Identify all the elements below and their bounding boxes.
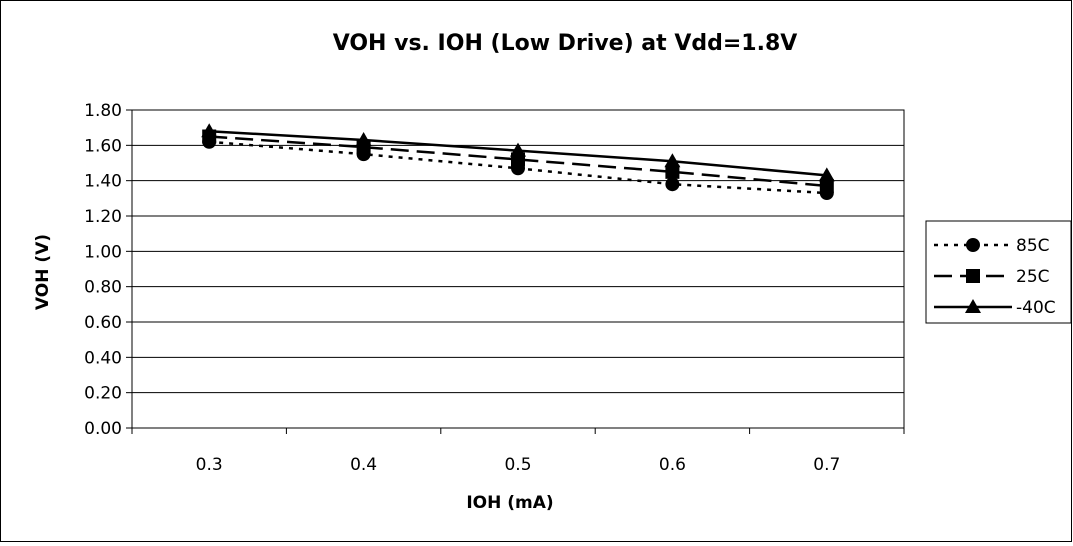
legend-label-85c: 85C bbox=[1016, 236, 1050, 256]
data-point-25c bbox=[819, 178, 834, 193]
plot-area-border bbox=[131, 109, 905, 429]
chart-title: VOH vs. IOH (Low Drive) at Vdd=1.8V bbox=[333, 31, 798, 56]
y-tick-label: 1.80 bbox=[84, 101, 122, 121]
y-tick-label: 1.00 bbox=[84, 242, 122, 262]
y-tick-label: 1.40 bbox=[84, 172, 122, 192]
y-tick-label: 0.20 bbox=[84, 384, 122, 404]
x-tick-label: 0.4 bbox=[350, 455, 377, 475]
y-tick-label: 0.80 bbox=[84, 278, 122, 298]
x-tick-label: 0.5 bbox=[504, 455, 531, 475]
data-point-40c bbox=[818, 167, 835, 182]
series-group bbox=[201, 123, 835, 201]
x-axis: 0.3 0.4 0.5 0.6 0.7 bbox=[131, 428, 905, 475]
data-point-40c bbox=[510, 142, 526, 157]
x-tick-label: 0.3 bbox=[196, 455, 223, 475]
y-tick-label: 0.40 bbox=[84, 348, 122, 368]
y-tick-label: 1.20 bbox=[84, 207, 122, 227]
data-point-85c bbox=[665, 177, 680, 192]
y-tick-label: 0.00 bbox=[84, 419, 122, 439]
y-axis-title: VOH (V) bbox=[33, 234, 53, 310]
legend-marker-25c bbox=[966, 269, 980, 283]
data-point-40c bbox=[664, 153, 681, 168]
x-axis-title: IOH (mA) bbox=[466, 493, 553, 513]
x-tick-label: 0.6 bbox=[659, 455, 686, 475]
legend-marker-40c bbox=[965, 299, 981, 313]
legend-marker-85c bbox=[966, 238, 980, 252]
data-point-25c bbox=[665, 164, 680, 179]
y-tick-label: 1.60 bbox=[84, 136, 122, 156]
y-tick-label: 0.60 bbox=[84, 313, 122, 333]
series-line-85c bbox=[209, 140, 827, 195]
x-tick-label: 0.7 bbox=[813, 455, 840, 475]
legend: 85C 25C -40C bbox=[934, 236, 1056, 318]
legend-label-25c: 25C bbox=[1016, 267, 1050, 287]
data-point-40c bbox=[355, 132, 372, 147]
data-point-40c bbox=[201, 123, 218, 138]
y-axis: 0.00 0.20 0.40 0.60 0.80 1.00 1.20 1.40 1.60 1.80 bbox=[84, 101, 132, 439]
legend-label-40c: -40C bbox=[1016, 298, 1056, 318]
